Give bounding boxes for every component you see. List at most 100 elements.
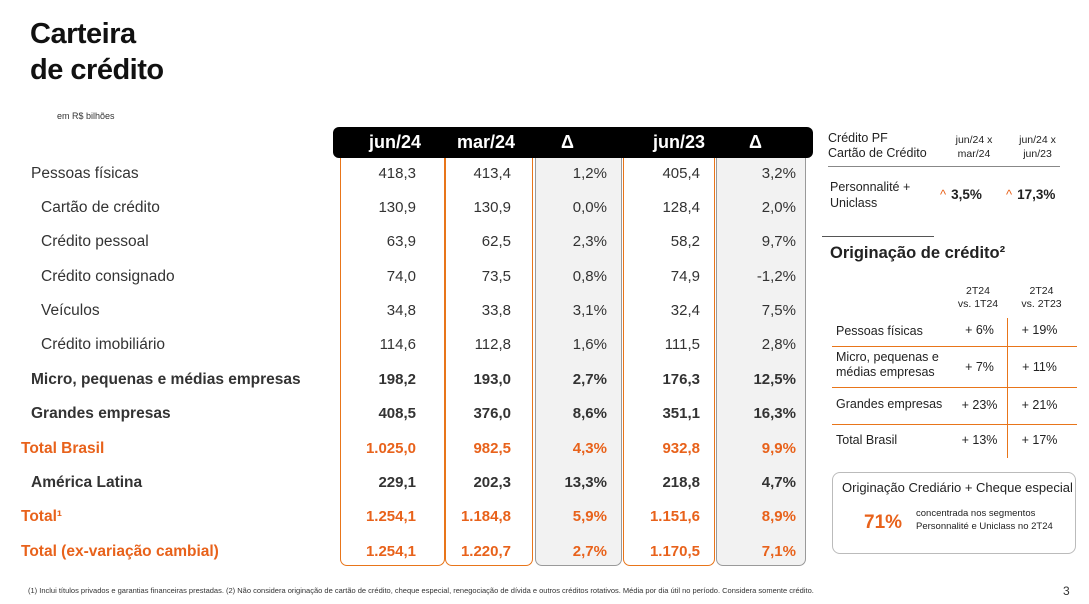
cell-value: 1.025,0 <box>365 440 416 457</box>
origination-row: Grandes empresas + 23% + 21% <box>832 388 1077 425</box>
cell-value: 405,4 <box>662 165 700 182</box>
cell-value: 2,0% <box>761 199 796 216</box>
cell-value: 9,7% <box>761 233 796 250</box>
table-row: Pessoas físicas 418,3 413,4 1,2% 405,4 3,2% <box>0 157 820 191</box>
cell-value: -1,2% <box>756 268 796 285</box>
cell-value: 3,1% <box>572 302 607 319</box>
cell-value: 2,3% <box>572 233 607 250</box>
table-row: Total (ex-variação cambial) 1.254,1 1.220,… <box>0 535 820 569</box>
origination-column-divider <box>1007 318 1008 458</box>
row-label: Total (ex-variação cambial) <box>21 543 219 560</box>
table-row: Total Brasil 1.025,0 982,5 4,3% 932,8 9,9% <box>0 432 820 466</box>
cell-value: 128,4 <box>662 199 700 216</box>
cell-value: 351,1 <box>662 405 700 422</box>
row-label: Grandes empresas <box>31 405 171 422</box>
header-jun23: jun/23 <box>652 132 705 152</box>
up-caret-icon: ^ <box>940 187 947 202</box>
origination-title: Originação de crédito² <box>830 244 1006 262</box>
table-row: Micro, pequenas e médias empresas 198,2 19… <box>0 363 820 397</box>
row-label: Pessoas físicas <box>31 165 139 182</box>
table-row: Crédito consignado 74,0 73,5 0,8% 74,9 -1,2% <box>0 260 820 294</box>
cell-value: 418,3 <box>378 165 416 182</box>
col-delta1-box <box>535 154 622 566</box>
col-jun23-box <box>623 154 715 566</box>
cell-value: 62,5 <box>481 233 511 250</box>
highlight-text: concentrada nos segmentos Personnalité e… <box>916 508 1053 532</box>
cell-value: 1.254,1 <box>365 508 416 525</box>
cards-header: Crédito PF Cartão de Crédito <box>828 131 927 160</box>
cell-value: 198,2 <box>378 371 416 388</box>
cell-value: 4,7% <box>761 474 796 491</box>
cell-value: 0,0% <box>572 199 607 216</box>
cell-value: 4,3% <box>572 440 607 457</box>
cell-value: 2,7% <box>572 371 607 388</box>
cell-value: 2,7% <box>572 543 607 560</box>
cell-value: 33,8 <box>481 302 511 319</box>
cards-val1: ^ 3,5% <box>940 187 982 202</box>
page-title: Carteira de crédito <box>30 18 164 86</box>
page-number: 3 <box>1063 584 1070 598</box>
origination-row: Micro, pequenas e médias empresas + 7% +… <box>832 347 1077 388</box>
cell-value: 12,5% <box>753 371 796 388</box>
cell-value: 218,8 <box>662 474 700 491</box>
header-jun24: jun/24 <box>368 132 421 152</box>
origination-row: Pessoas físicas + 6% + 19% <box>832 318 1077 347</box>
cell-value: 229,1 <box>378 474 416 491</box>
table-row: América Latina 229,1 202,3 13,3% 218,8 4,7% <box>0 466 820 500</box>
cell-value: 932,8 <box>662 440 700 457</box>
cell-value: 376,0 <box>473 405 511 422</box>
cards-divider <box>828 166 1060 167</box>
col-mar24-box <box>445 154 533 566</box>
section-divider <box>822 236 934 237</box>
cell-value: 193,0 <box>473 371 511 388</box>
table-row: Veículos 34,8 33,8 3,1% 32,4 7,5% <box>0 294 820 328</box>
cards-col2-header: jun/24 x jun/23 <box>1019 134 1056 160</box>
cell-value: 9,9% <box>761 440 796 457</box>
table-row: Grandes empresas 408,5 376,0 8,6% 351,1 16,3% <box>0 397 820 431</box>
table-row: Total¹ 1.254,1 1.184,8 5,9% 1.151,6 8,9% <box>0 500 820 534</box>
cell-value: 413,4 <box>473 165 511 182</box>
unit-note: em R$ bilhões <box>57 111 115 121</box>
cell-value: 34,8 <box>386 302 416 319</box>
cell-value: 114,6 <box>379 336 416 353</box>
highlight-title: Originação Crediário + Cheque especial <box>842 480 1073 495</box>
cell-value: 8,6% <box>572 405 607 422</box>
origination-col1-header: 2T24 vs. 1T24 <box>957 285 999 310</box>
row-label: América Latina <box>31 474 143 491</box>
cell-value: 58,2 <box>670 233 700 250</box>
cell-value: 202,3 <box>473 474 511 491</box>
cell-value: 74,9 <box>670 268 700 285</box>
header-delta2: Δ <box>749 132 762 152</box>
cell-value: 5,9% <box>572 508 607 525</box>
header-delta1: Δ <box>561 132 574 152</box>
origination-row: Total Brasil + 13% + 17% <box>836 433 1058 447</box>
cell-value: 112,8 <box>474 336 511 353</box>
cell-value: 130,9 <box>473 199 511 216</box>
cell-value: 130,9 <box>378 199 416 216</box>
row-label: Veículos <box>41 302 100 319</box>
up-caret-icon: ^ <box>1006 187 1013 202</box>
highlight-percent: 71% <box>864 512 903 533</box>
row-label: Total Brasil <box>21 440 105 457</box>
row-label: Total¹ <box>21 508 63 525</box>
cell-value: 1.254,1 <box>365 543 416 560</box>
col-jun24-box <box>340 154 445 566</box>
cell-value: 1.170,5 <box>649 543 700 560</box>
cell-value: 0,8% <box>572 268 607 285</box>
table-row: Cartão de crédito 130,9 130,9 0,0% 128,4 2,0% <box>0 191 820 225</box>
row-label: Crédito pessoal <box>41 233 149 250</box>
cell-value: 7,1% <box>761 543 796 560</box>
cell-value: 1,2% <box>572 165 607 182</box>
highlight-box <box>832 472 1076 554</box>
header-mar24: mar/24 <box>456 132 516 152</box>
cell-value: 408,5 <box>378 405 416 422</box>
footnote: (1) Inclui títulos privados e garantias … <box>28 586 814 595</box>
cards-row-label: Personnalité + Uniclass <box>830 180 911 210</box>
cell-value: 8,9% <box>761 508 796 525</box>
cell-value: 176,3 <box>662 371 700 388</box>
cell-value: 7,5% <box>761 302 796 319</box>
cell-value: 74,0 <box>386 268 416 285</box>
cell-value: 1.151,6 <box>649 508 700 525</box>
table-row: Crédito imobiliário 114,6 112,8 1,6% 111,5 2,… <box>0 328 820 362</box>
cell-value: 111,5 <box>664 336 700 353</box>
